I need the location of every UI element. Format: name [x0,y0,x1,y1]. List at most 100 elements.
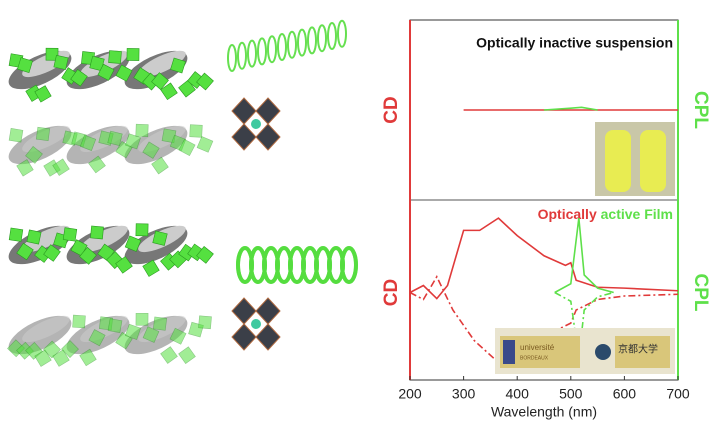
octahedron [255,123,281,151]
nanocrystal [178,138,196,157]
nanotube-ring [267,35,277,64]
nanotube-ring [227,44,237,72]
x-tick-label: 300 [452,386,476,402]
logo-icon [503,340,515,364]
nanotube-ring [307,26,317,55]
spectrum-line [543,106,598,111]
nanocrystal [135,312,149,326]
nanocrystal [79,348,97,367]
logo-text: université [520,343,555,352]
spectrum-line [554,218,614,294]
nanocrystal [152,316,168,331]
octahedron [255,97,281,125]
title-part: Optically [538,206,597,222]
nanocrystal [126,48,140,61]
title-part: active Film [601,206,673,222]
logo-text: 京都大学 [618,343,658,356]
nanocrystal [151,72,169,90]
cation [251,119,261,129]
logo-icon [595,344,611,360]
x-tick-label: 400 [506,386,530,402]
nanocrystal [52,349,70,367]
octahedron [231,297,257,325]
nanocrystal [97,63,115,81]
logo-text: BORDEAUX [520,355,549,361]
nanocrystal [8,227,24,242]
x-tick-label: 600 [613,386,637,402]
nanocrystal [53,54,69,70]
helix-segment [22,225,70,253]
nanocrystal [61,340,79,358]
nanocrystal [79,246,97,265]
nanocrystal [160,346,178,364]
vial [640,130,666,192]
nanocrystal [178,346,196,365]
nanotube-ring [247,39,257,68]
nanocrystal [115,256,133,274]
nanocrystal [135,123,149,137]
nanocrystal [88,329,106,347]
left-axis-label: CD [381,96,402,123]
panel-title: Optically inactive suspension [476,35,673,51]
octahedron [255,323,281,351]
nanocrystal [34,349,52,367]
nanocrystal [34,85,52,103]
nanocrystal [189,124,203,138]
nanocrystal [62,227,78,242]
nanocrystal [115,64,133,82]
helix-segment [80,225,128,253]
nanotube-ring [287,30,297,59]
x-tick-label: 200 [398,386,422,402]
spectrum-line [409,217,679,300]
nanotube-ring [297,28,307,57]
nanocrystal [160,82,178,101]
nanocrystal [72,314,86,329]
nanotube-ring [237,41,247,70]
right-axis-label: CPL [690,274,711,312]
nanocrystal [135,223,149,237]
spectrum-line [554,291,614,359]
nanocrystal [35,126,51,142]
x-axis-label: Wavelength (nm) [491,404,597,420]
octahedron [231,97,257,125]
nanotube-ring [327,22,337,50]
x-tick-label: 700 [666,386,690,402]
vial [605,130,631,192]
nanocrystal [125,133,141,150]
nanocrystal [107,130,123,146]
octahedron [231,323,257,351]
panel-title: Optically active Film [538,206,673,222]
nanocrystal [79,134,97,151]
nanocrystal [25,146,43,164]
nanotube-ring [277,33,287,61]
nanocrystal [8,128,24,143]
nanocrystal [16,159,34,177]
nanocrystal [26,229,42,245]
nanocrystal [16,242,34,261]
nanocrystal [198,315,212,330]
nanocrystal [170,57,186,74]
octahedron [255,297,281,325]
nanotube-ring [257,37,267,66]
helix-segment [138,50,186,78]
nanocrystal [152,230,168,246]
coil-turn [340,246,358,284]
nanocrystal [90,225,104,240]
nanocrystal [108,50,122,64]
nanocrystal [88,155,106,174]
nanocrystal [196,136,214,153]
nanocrystal [196,72,214,91]
nanocrystal [169,327,187,345]
nanocrystal [151,156,169,175]
x-tick-label: 500 [559,386,583,402]
nanocrystal [43,244,61,262]
nanocrystal [70,68,88,87]
octahedron [231,123,257,151]
nanocrystal [124,235,142,252]
logo-kyoto [615,336,670,368]
nanocrystal [107,318,123,333]
nanocrystal [124,323,142,340]
nanocrystal [142,259,160,277]
